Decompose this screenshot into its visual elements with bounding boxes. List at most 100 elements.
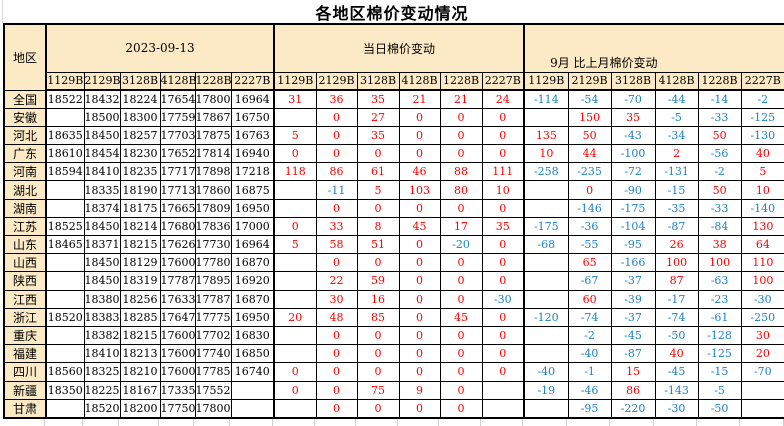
prices-cell[interactable]: 18465 bbox=[45, 234, 85, 255]
monthly-cell[interactable]: 38 bbox=[697, 234, 742, 255]
monthly-cell[interactable]: -61 bbox=[697, 307, 742, 327]
daily-cell[interactable]: 0 bbox=[439, 289, 483, 309]
prices-cell[interactable]: 18350 bbox=[45, 380, 85, 400]
prices-cell[interactable]: 18522 bbox=[45, 89, 85, 109]
monthly-cell[interactable]: 35 bbox=[610, 107, 656, 127]
header-grade-code[interactable]: 1228B bbox=[194, 71, 232, 91]
monthly-cell[interactable]: -175 bbox=[523, 216, 569, 237]
daily-cell[interactable]: 8 bbox=[356, 216, 400, 237]
monthly-cell[interactable]: -30 bbox=[654, 398, 699, 419]
prices-cell[interactable]: 18450 bbox=[83, 253, 121, 273]
monthly-cell[interactable]: -128 bbox=[697, 325, 742, 346]
prices-cell[interactable]: 18213 bbox=[119, 344, 161, 364]
prices-cell[interactable]: 17652 bbox=[159, 144, 196, 164]
region-cell[interactable]: 新疆 bbox=[3, 380, 47, 400]
monthly-cell[interactable] bbox=[523, 107, 569, 127]
prices-cell[interactable]: 18610 bbox=[45, 144, 85, 164]
monthly-cell[interactable]: -166 bbox=[610, 253, 656, 273]
header-grade-code[interactable]: 1228B bbox=[697, 71, 742, 91]
prices-cell[interactable]: 17740 bbox=[194, 344, 232, 364]
monthly-cell[interactable]: 100 bbox=[697, 253, 742, 273]
header-grade-code[interactable]: 1129B bbox=[523, 71, 569, 91]
daily-cell[interactable]: 58 bbox=[315, 234, 358, 255]
daily-cell[interactable]: 0 bbox=[315, 144, 358, 164]
daily-cell[interactable]: 0 bbox=[273, 362, 317, 382]
monthly-cell[interactable]: -23 bbox=[697, 289, 742, 309]
prices-cell[interactable] bbox=[45, 198, 85, 218]
monthly-cell[interactable]: 10 bbox=[523, 144, 569, 164]
monthly-cell[interactable]: 26 bbox=[654, 234, 699, 255]
header-grade-code[interactable]: 2227B bbox=[230, 71, 276, 91]
daily-cell[interactable]: 5 bbox=[356, 180, 400, 200]
prices-cell[interactable]: 17730 bbox=[194, 234, 232, 255]
monthly-cell[interactable]: -120 bbox=[523, 307, 569, 327]
monthly-cell[interactable]: -125 bbox=[740, 107, 784, 127]
daily-cell[interactable]: 118 bbox=[273, 162, 317, 182]
monthly-cell[interactable]: -95 bbox=[610, 234, 656, 255]
monthly-cell[interactable] bbox=[523, 325, 569, 346]
monthly-cell[interactable]: -44 bbox=[654, 89, 699, 109]
daily-cell[interactable]: 59 bbox=[356, 271, 400, 291]
daily-cell[interactable]: 0 bbox=[481, 125, 526, 146]
prices-cell[interactable]: 18190 bbox=[119, 180, 161, 200]
monthly-cell[interactable]: -72 bbox=[610, 162, 656, 182]
monthly-cell[interactable]: 15 bbox=[610, 362, 656, 382]
prices-cell[interactable]: 18200 bbox=[119, 398, 161, 419]
monthly-cell[interactable]: -15 bbox=[654, 180, 699, 200]
prices-cell[interactable]: 17809 bbox=[194, 198, 232, 218]
monthly-cell[interactable]: 65 bbox=[567, 253, 612, 273]
monthly-cell[interactable]: -5 bbox=[654, 107, 699, 127]
daily-cell[interactable]: 24 bbox=[481, 89, 526, 109]
daily-cell[interactable]: -20 bbox=[439, 234, 483, 255]
prices-cell[interactable]: 18560 bbox=[45, 362, 85, 382]
daily-cell[interactable]: 46 bbox=[398, 162, 441, 182]
monthly-cell[interactable]: 64 bbox=[740, 234, 784, 255]
prices-cell[interactable]: 17814 bbox=[194, 144, 232, 164]
prices-cell[interactable]: 17867 bbox=[194, 107, 232, 127]
daily-cell[interactable]: 21 bbox=[398, 89, 441, 109]
prices-cell[interactable]: 18235 bbox=[119, 162, 161, 182]
monthly-cell[interactable]: 0 bbox=[567, 180, 612, 200]
prices-cell[interactable]: 18410 bbox=[83, 162, 121, 182]
daily-cell[interactable]: 36 bbox=[315, 89, 358, 109]
daily-cell[interactable]: 61 bbox=[356, 162, 400, 182]
prices-cell[interactable]: 17552 bbox=[194, 380, 232, 400]
monthly-cell[interactable]: -114 bbox=[523, 89, 569, 109]
monthly-cell[interactable]: -1 bbox=[567, 362, 612, 382]
prices-cell[interactable]: 18383 bbox=[83, 307, 121, 327]
monthly-cell[interactable]: 40 bbox=[654, 344, 699, 364]
prices-cell[interactable] bbox=[45, 253, 85, 273]
header-grade-code[interactable]: 1129B bbox=[45, 71, 85, 91]
monthly-cell[interactable]: 50 bbox=[567, 125, 612, 146]
daily-cell[interactable]: 103 bbox=[398, 180, 441, 200]
daily-cell[interactable]: 0 bbox=[398, 107, 441, 127]
prices-cell[interactable]: 18214 bbox=[119, 216, 161, 237]
prices-cell[interactable]: 16850 bbox=[230, 344, 276, 364]
daily-cell[interactable]: 0 bbox=[273, 380, 317, 400]
daily-cell[interactable] bbox=[273, 325, 317, 346]
header-group-monthly-change[interactable]: 9月 比上月棉价变动 bbox=[523, 23, 784, 73]
daily-cell[interactable]: 27 bbox=[356, 107, 400, 127]
monthly-cell[interactable]: -67 bbox=[567, 271, 612, 291]
daily-cell[interactable]: 0 bbox=[481, 253, 526, 273]
daily-cell[interactable]: 17 bbox=[439, 216, 483, 237]
monthly-cell[interactable]: -95 bbox=[567, 398, 612, 419]
daily-cell[interactable]: 31 bbox=[273, 89, 317, 109]
monthly-cell[interactable]: -45 bbox=[610, 325, 656, 346]
prices-cell[interactable]: 18319 bbox=[119, 271, 161, 291]
monthly-cell[interactable]: 2 bbox=[654, 144, 699, 164]
daily-cell[interactable] bbox=[273, 344, 317, 364]
daily-cell[interactable]: 0 bbox=[481, 325, 526, 346]
monthly-cell[interactable]: -90 bbox=[610, 180, 656, 200]
prices-cell[interactable]: 16740 bbox=[230, 362, 276, 382]
prices-cell[interactable] bbox=[230, 380, 276, 400]
daily-cell[interactable]: 0 bbox=[315, 344, 358, 364]
monthly-cell[interactable]: -235 bbox=[567, 162, 612, 182]
prices-cell[interactable]: 18525 bbox=[45, 216, 85, 237]
daily-cell[interactable]: 20 bbox=[273, 307, 317, 327]
prices-cell[interactable]: 17647 bbox=[159, 307, 196, 327]
region-cell[interactable]: 浙江 bbox=[3, 307, 47, 327]
daily-cell[interactable]: 21 bbox=[439, 89, 483, 109]
monthly-cell[interactable] bbox=[740, 398, 784, 419]
monthly-cell[interactable]: -19 bbox=[523, 380, 569, 400]
